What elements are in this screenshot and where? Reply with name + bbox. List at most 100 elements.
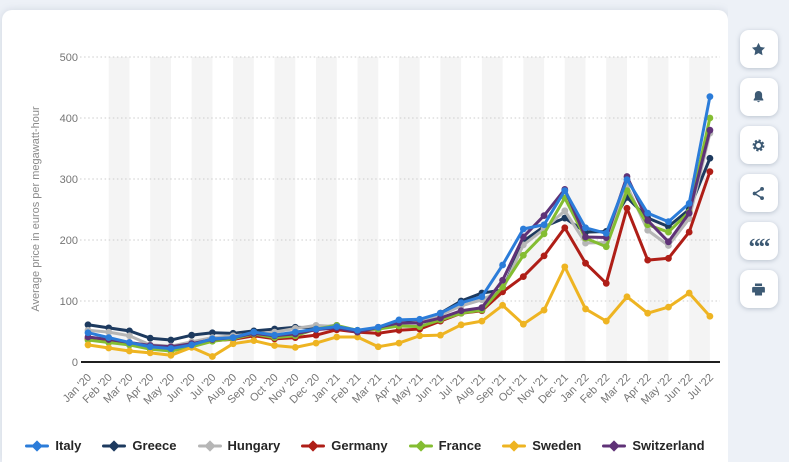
data-point[interactable] xyxy=(146,349,154,357)
data-point[interactable] xyxy=(644,309,652,317)
data-point[interactable] xyxy=(519,251,527,259)
data-point[interactable] xyxy=(395,339,403,347)
data-point[interactable] xyxy=(685,228,693,236)
data-point[interactable] xyxy=(644,217,652,224)
data-point[interactable] xyxy=(188,341,196,349)
data-point[interactable] xyxy=(333,333,341,341)
data-point[interactable] xyxy=(519,273,527,280)
data-point[interactable] xyxy=(312,339,320,347)
plot-area[interactable] xyxy=(84,93,714,360)
data-point[interactable] xyxy=(333,323,341,331)
data-point[interactable] xyxy=(706,126,714,134)
data-point[interactable] xyxy=(395,316,403,324)
data-point[interactable] xyxy=(582,239,589,247)
data-point[interactable] xyxy=(665,254,672,262)
data-point[interactable] xyxy=(540,252,548,260)
data-point[interactable] xyxy=(540,212,548,220)
data-point[interactable] xyxy=(126,339,133,346)
data-point[interactable] xyxy=(582,305,589,313)
data-point[interactable] xyxy=(105,334,113,341)
data-point[interactable] xyxy=(706,93,714,101)
data-point[interactable] xyxy=(665,228,672,236)
data-point[interactable] xyxy=(208,329,216,337)
data-point[interactable] xyxy=(519,320,527,328)
data-point[interactable] xyxy=(188,331,196,339)
data-point[interactable] xyxy=(685,289,693,297)
data-point[interactable] xyxy=(540,230,548,238)
data-point[interactable] xyxy=(519,233,527,241)
data-point[interactable] xyxy=(602,243,610,251)
data-point[interactable] xyxy=(519,225,527,233)
data-point[interactable] xyxy=(706,114,714,122)
data-point[interactable] xyxy=(540,306,548,314)
data-point[interactable] xyxy=(540,221,548,229)
favorite-button[interactable] xyxy=(739,30,778,68)
data-point[interactable] xyxy=(291,328,299,336)
data-point[interactable] xyxy=(644,226,652,234)
data-point[interactable] xyxy=(499,283,506,291)
data-point[interactable] xyxy=(478,293,486,301)
data-point[interactable] xyxy=(84,321,92,329)
data-point[interactable] xyxy=(105,344,113,352)
data-point[interactable] xyxy=(437,331,444,339)
data-point[interactable] xyxy=(126,347,133,355)
data-point[interactable] xyxy=(582,233,589,241)
data-point[interactable] xyxy=(706,154,714,162)
alert-button[interactable] xyxy=(739,78,778,116)
data-point[interactable] xyxy=(208,335,216,343)
legend-item-germany[interactable]: Germany xyxy=(301,438,388,453)
data-point[interactable] xyxy=(623,204,631,212)
legend-item-italy[interactable]: Italy xyxy=(25,438,81,453)
data-point[interactable] xyxy=(623,293,631,301)
data-point[interactable] xyxy=(208,353,216,360)
data-point[interactable] xyxy=(312,325,320,333)
data-point[interactable] xyxy=(126,327,133,335)
data-point[interactable] xyxy=(602,317,610,325)
data-point[interactable] xyxy=(271,342,278,349)
data-point[interactable] xyxy=(706,312,714,320)
data-point[interactable] xyxy=(167,336,175,344)
data-point[interactable] xyxy=(354,326,361,334)
data-point[interactable] xyxy=(499,276,506,284)
data-point[interactable] xyxy=(561,187,569,194)
data-point[interactable] xyxy=(105,328,113,336)
data-point[interactable] xyxy=(354,333,361,341)
data-point[interactable] xyxy=(582,259,589,267)
data-point[interactable] xyxy=(644,256,652,264)
data-point[interactable] xyxy=(374,323,382,331)
data-point[interactable] xyxy=(623,187,631,194)
data-point[interactable] xyxy=(499,261,506,269)
data-point[interactable] xyxy=(665,303,672,311)
data-point[interactable] xyxy=(478,304,486,312)
data-point[interactable] xyxy=(146,334,154,342)
data-point[interactable] xyxy=(623,176,631,184)
data-point[interactable] xyxy=(291,343,299,351)
data-point[interactable] xyxy=(457,299,465,307)
legend-item-france[interactable]: France xyxy=(408,438,481,453)
data-point[interactable] xyxy=(250,337,258,345)
cite-button[interactable]: ““ xyxy=(739,222,778,260)
print-button[interactable] xyxy=(739,270,778,308)
data-point[interactable] xyxy=(561,263,569,271)
data-point[interactable] xyxy=(561,207,569,215)
data-point[interactable] xyxy=(374,343,382,351)
data-point[interactable] xyxy=(416,332,424,340)
legend-item-switzerland[interactable]: Switzerland xyxy=(602,438,705,453)
data-point[interactable] xyxy=(685,200,693,207)
data-point[interactable] xyxy=(229,334,237,341)
share-button[interactable] xyxy=(739,174,778,212)
series-italy[interactable] xyxy=(84,93,714,352)
data-point[interactable] xyxy=(146,343,154,351)
data-point[interactable] xyxy=(126,332,133,340)
data-point[interactable] xyxy=(84,341,92,349)
data-point[interactable] xyxy=(437,314,444,322)
data-point[interactable] xyxy=(561,224,569,232)
data-point[interactable] xyxy=(312,331,320,339)
data-point[interactable] xyxy=(250,328,258,336)
data-point[interactable] xyxy=(602,229,610,237)
data-point[interactable] xyxy=(457,307,465,315)
data-point[interactable] xyxy=(602,279,610,287)
data-point[interactable] xyxy=(665,223,672,230)
data-point[interactable] xyxy=(665,238,672,246)
legend-item-hungary[interactable]: Hungary xyxy=(197,438,280,453)
